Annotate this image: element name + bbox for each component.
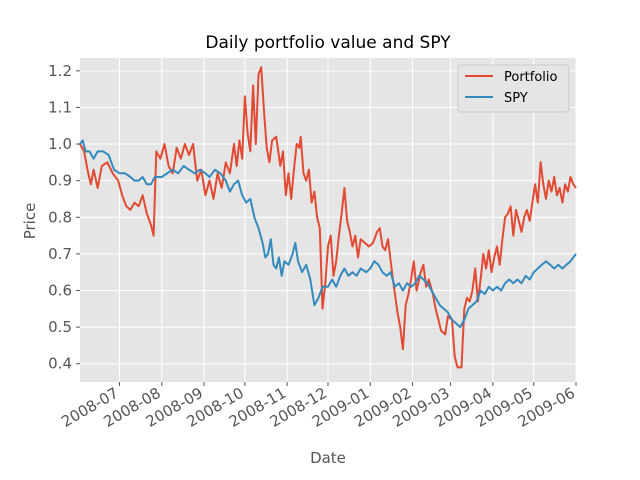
x-axis-ticks: 2008-072008-082008-092008-102008-112008-…	[58, 382, 578, 431]
series-lines	[79, 66, 577, 369]
chart-title: Daily portfolio value and SPY	[205, 33, 451, 53]
y-tick-label: 0.4	[48, 355, 72, 373]
legend: Portfolio SPY	[457, 64, 570, 113]
legend-label-portfolio: Portfolio	[504, 70, 558, 85]
y-tick-label: 1.2	[48, 62, 72, 80]
gridlines	[80, 58, 577, 382]
portfolio-line	[79, 66, 577, 369]
y-tick-label: 0.7	[48, 245, 72, 263]
x-axis-label: Date	[310, 449, 346, 467]
legend-label-spy: SPY	[504, 91, 528, 106]
y-tick-label: 1.1	[48, 98, 72, 116]
y-axis-ticks: 0.4 0.5 0.6 0.7 0.8 0.9 1.0 1.1 1.2	[48, 62, 80, 373]
y-tick-label: 1.0	[48, 135, 72, 153]
y-tick-label: 0.5	[48, 318, 72, 336]
y-tick-label: 0.9	[48, 172, 72, 190]
y-tick-label: 0.6	[48, 281, 72, 299]
spy-line	[79, 139, 577, 329]
y-axis-label: Price	[21, 203, 39, 240]
y-tick-label: 0.8	[48, 208, 72, 226]
